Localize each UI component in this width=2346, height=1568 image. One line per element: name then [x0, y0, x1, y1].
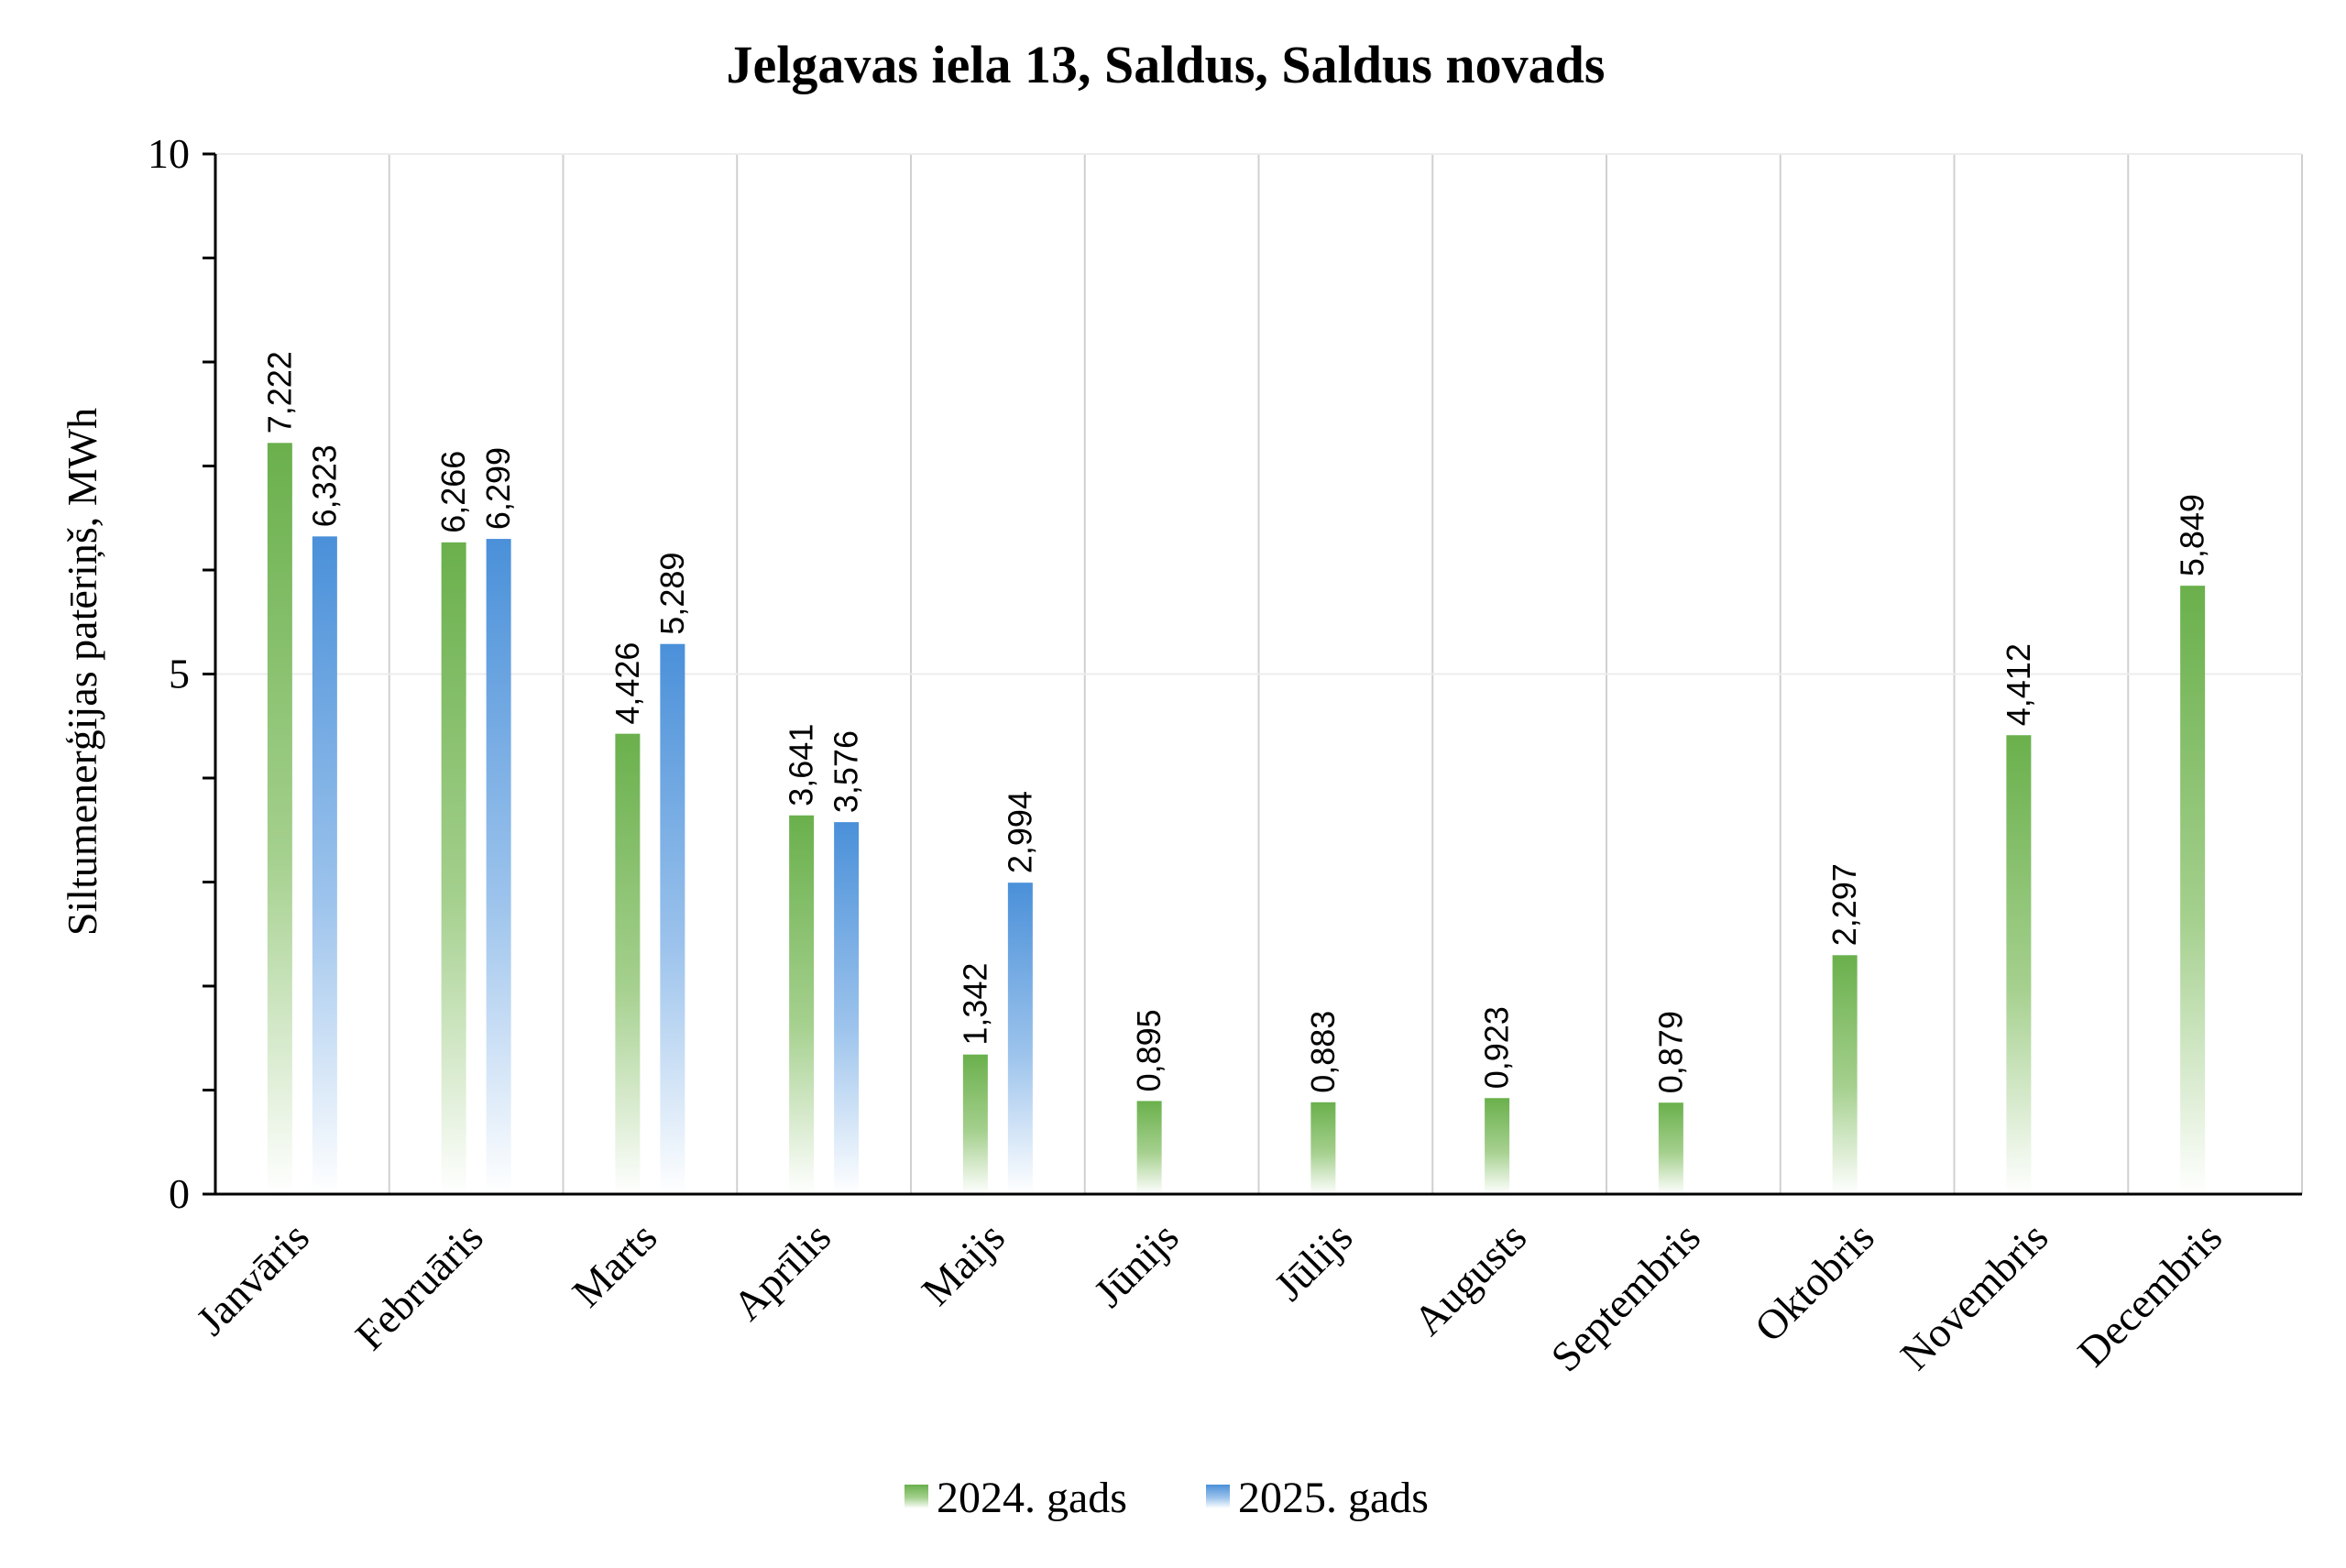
bar-2025-1 [486, 539, 511, 1194]
x-tick-label: Janvāris [187, 1213, 318, 1344]
x-tick-label: Maijs [913, 1213, 1014, 1314]
data-label: 5,289 [653, 553, 691, 635]
legend-item-2024: 2024. gads [904, 1474, 1127, 1522]
bar-2024-3 [789, 815, 815, 1194]
bar-2024-8 [1658, 1102, 1683, 1194]
data-label: 6,266 [434, 451, 472, 533]
bar-2024-1 [441, 542, 466, 1194]
data-label: 1,342 [956, 963, 993, 1046]
bar-2024-11 [2180, 586, 2206, 1194]
y-tick-label: 5 [169, 651, 190, 697]
legend-label-2024: 2024. gads [937, 1474, 1127, 1522]
chart-title: Jelgavas iela 13, Saldus, Saldus novads [727, 35, 1606, 94]
bars [267, 443, 2206, 1195]
x-tick-label: Augusts [1404, 1213, 1535, 1344]
bar-2024-9 [1832, 955, 1858, 1194]
x-tick-label: Decembris [2068, 1213, 2231, 1376]
y-tick-label: 0 [169, 1170, 190, 1217]
data-label: 0,883 [1304, 1011, 1342, 1093]
data-label: 4,426 [608, 642, 646, 725]
data-label: 6,299 [479, 447, 517, 530]
data-label: 7,222 [260, 351, 298, 433]
bar-2025-0 [312, 536, 337, 1194]
y-tick-label: 10 [148, 130, 190, 177]
x-tick-label: Oktobris [1746, 1213, 1883, 1351]
legend-label-2025: 2025. gads [1238, 1474, 1429, 1522]
bar-2025-3 [834, 822, 860, 1194]
data-label: 2,994 [1001, 791, 1038, 873]
bar-2024-6 [1310, 1102, 1336, 1194]
x-tick-label: Jūlijs [1266, 1213, 1362, 1310]
bar-2025-2 [660, 643, 685, 1194]
legend-item-2025: 2025. gads [1206, 1474, 1429, 1522]
axes [203, 152, 2302, 1196]
bar-2025-4 [1007, 883, 1033, 1194]
bar-2024-5 [1136, 1101, 1162, 1194]
legend: 2024. gads 2025. gads [904, 1474, 1429, 1522]
x-tick-label: Novembris [1891, 1213, 2057, 1379]
data-label: 0,879 [1651, 1011, 1689, 1093]
data-label: 6,323 [305, 444, 343, 527]
x-tick-label: Jūnijs [1085, 1213, 1188, 1316]
data-label: 5,849 [2174, 494, 2211, 576]
bar-2024-0 [267, 443, 292, 1195]
x-tick-labels: Janvāris Februāris Marts Aprīlis Maijs Jūnijs… [187, 1213, 2231, 1380]
bar-2024-4 [962, 1054, 988, 1194]
x-tick-label: Februāris [346, 1213, 492, 1359]
x-tick-label: Marts [563, 1213, 665, 1316]
legend-swatch-2025 [1206, 1485, 1230, 1508]
bar-2024-2 [615, 733, 641, 1194]
data-label: 0,923 [1478, 1006, 1516, 1089]
data-label: 2,297 [1825, 863, 1863, 946]
legend-swatch-2024 [904, 1485, 928, 1508]
bar-2024-7 [1485, 1098, 1510, 1194]
bar-2024-10 [2006, 735, 2032, 1194]
data-label: 3,641 [783, 724, 820, 806]
data-label: 3,576 [828, 730, 865, 813]
grid [215, 153, 2303, 1194]
x-tick-label: Septembris [1542, 1213, 1709, 1380]
data-label: 4,412 [2000, 643, 2037, 726]
x-tick-label: Aprīlis [724, 1213, 839, 1329]
y-axis-label: Siltumenerģijas patēriņš, MWh [59, 408, 105, 936]
data-label: 0,895 [1130, 1009, 1168, 1091]
y-tick-labels: 0 5 10 [148, 130, 190, 1217]
